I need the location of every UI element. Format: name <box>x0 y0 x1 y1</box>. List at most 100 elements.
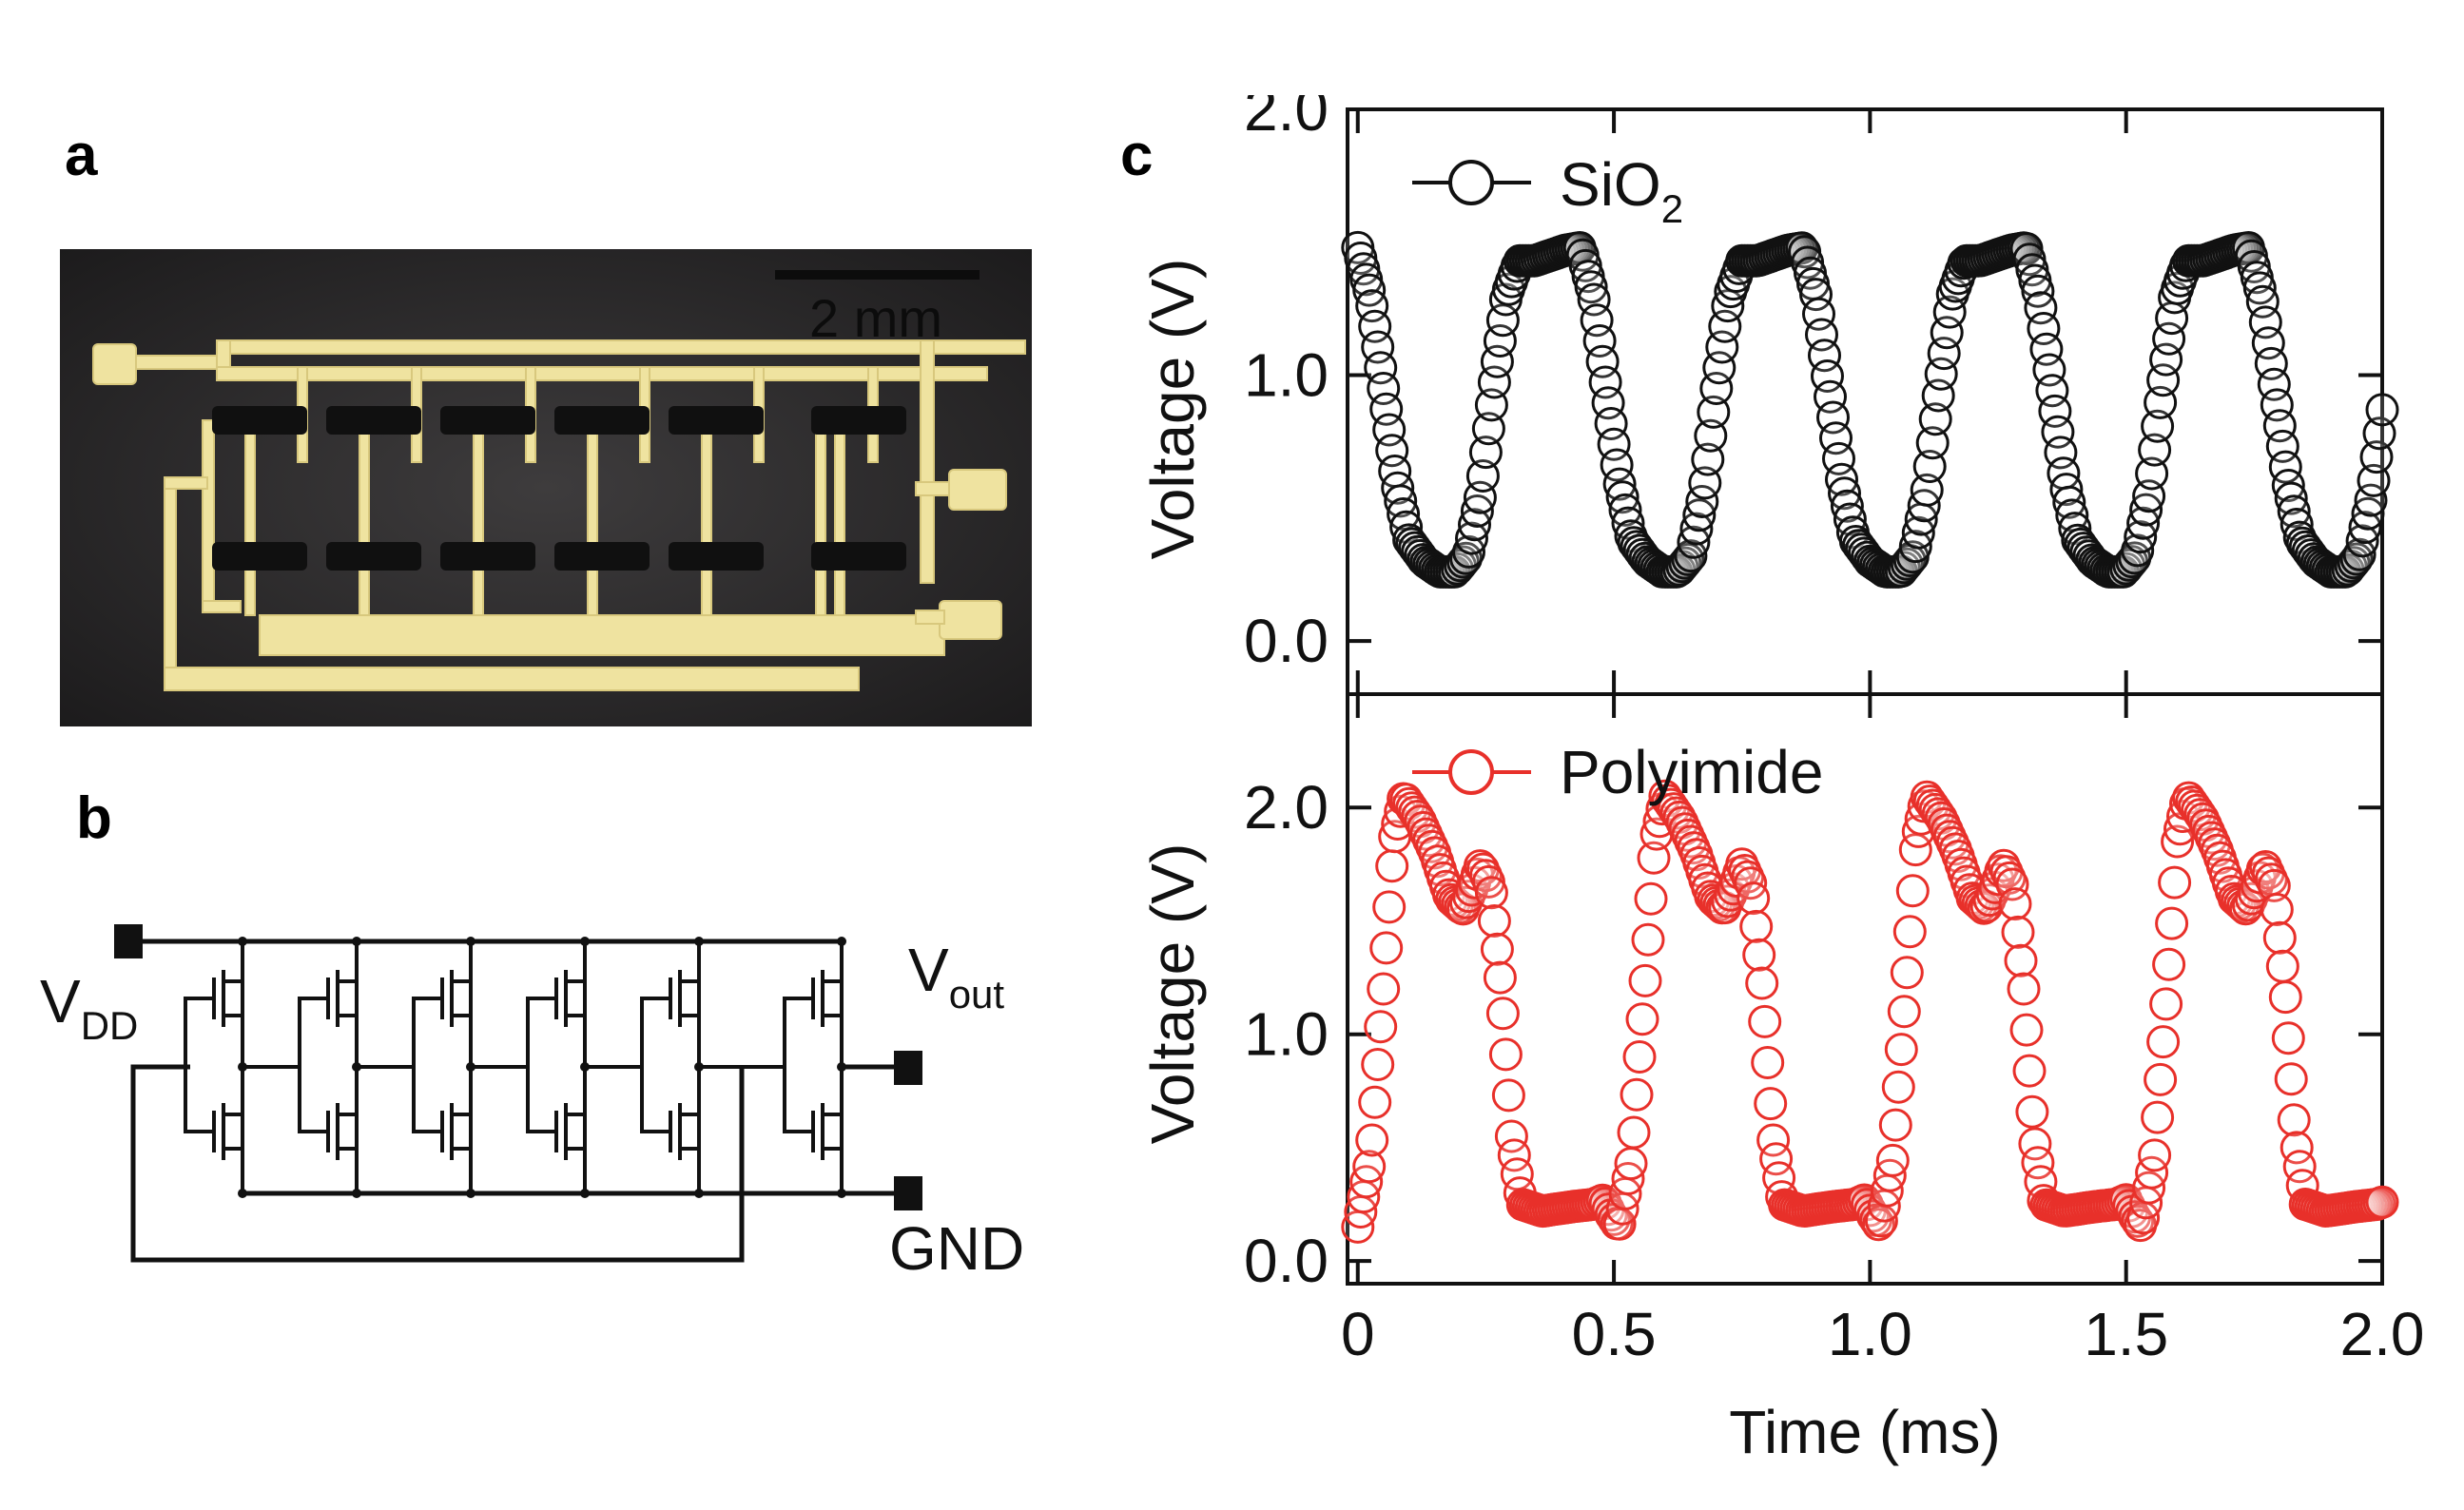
sio2-data-point <box>2271 469 2305 502</box>
polyimide-data-point <box>2262 920 2297 955</box>
legend-label-sio2: SiO2 <box>1560 150 1683 231</box>
polyimide-data-point <box>1890 956 1924 990</box>
sio2-data-point <box>1471 412 1505 446</box>
polyimide-data-point <box>1742 938 1776 972</box>
y-tick-label-top: 1.0 <box>1244 341 1329 410</box>
sio2-data-point <box>1912 450 1947 483</box>
y-tick-label-top: 0.0 <box>1244 607 1329 675</box>
polyimide-data-point <box>1634 881 1668 916</box>
polyimide-data-point <box>2274 1062 2308 1096</box>
legend-polyimide: Polyimide <box>1412 738 1823 806</box>
x-tick-label: 0.5 <box>1572 1300 1657 1368</box>
polyimide-data-point <box>1375 849 1409 883</box>
polyimide-data-point <box>1367 972 1401 1006</box>
sio2-data-point <box>1915 426 1950 460</box>
polyimide-data-point <box>1480 932 1514 966</box>
polyimide-data-point <box>2265 949 2299 983</box>
polyimide-data-point <box>1622 1040 1657 1074</box>
y-tick-label-top: 2.0 <box>1244 95 1329 144</box>
y-tick-label-bottom: 0.0 <box>1244 1227 1329 1295</box>
polyimide-data-point <box>2012 1054 2047 1088</box>
polyimide-data-point <box>1491 1078 1525 1113</box>
polyimide-data-point <box>1754 1087 1788 1121</box>
polyimide-data-point <box>1895 874 1930 908</box>
sio2-data-point <box>2351 496 2385 531</box>
inverter-stage <box>184 937 300 1198</box>
polyimide-data-point <box>2155 906 2189 940</box>
polyimide-data-point <box>1364 1010 1398 1044</box>
polyimide-data-point <box>1361 1048 1395 1081</box>
polyimide-data-point <box>2152 947 2186 981</box>
voltage-time-plots: 0 0.5 1.0 1.5 2.0 0.0 1.0 2.0 0.0 1.0 2.0 SiO2 Pol… <box>1138 95 2424 1466</box>
sio2-data-point <box>1574 270 1608 304</box>
sio2-data-point <box>1465 459 1500 493</box>
polyimide-data-point <box>1637 841 1671 875</box>
polyimide-data-point <box>1751 1046 1785 1079</box>
sio2-data-point <box>1691 442 1725 476</box>
y-tick-label-bottom: 1.0 <box>1244 1000 1329 1069</box>
polyimide-data-point <box>2009 1013 2044 1047</box>
y-axis-label-bottom: Voltage (V) <box>1138 843 1207 1145</box>
sio2-data-point <box>1387 497 1421 531</box>
polyimide-data-point <box>1614 1147 1648 1181</box>
tick-labels: 0 0.5 1.0 1.5 2.0 0.0 1.0 2.0 0.0 1.0 2.0 <box>1244 95 2424 1368</box>
sio2-data-point <box>1910 473 1944 507</box>
polyimide-data-point <box>2158 865 2192 900</box>
sio2-data-point <box>1828 476 1861 511</box>
vdd-terminal <box>114 924 143 958</box>
inverter-stage <box>412 937 528 1198</box>
panel-label-c: c <box>1120 123 1154 188</box>
y-tick-label-bottom: 2.0 <box>1244 773 1329 842</box>
legend-marker-polyimide <box>1448 749 1494 795</box>
polyimide-data-point <box>1631 922 1665 957</box>
vout-terminal <box>894 1051 922 1085</box>
polyimide-data-point <box>1625 1002 1659 1036</box>
schematic-wires <box>128 939 913 1263</box>
sio2-data-point <box>1608 493 1642 527</box>
sio2-data-point <box>1605 480 1639 514</box>
polyimide-data-point <box>2138 1138 2172 1172</box>
x-tick-label: 0 <box>1341 1300 1375 1368</box>
series-sio2-markers <box>1341 230 2399 589</box>
sio2-data-point <box>2359 440 2394 474</box>
gold-electrodes <box>92 339 1026 691</box>
x-tick-label: 1.0 <box>1828 1300 1912 1368</box>
sio2-data-point <box>2135 456 2169 491</box>
polyimide-data-point <box>1875 1143 1910 1177</box>
sio2-data-point <box>2126 506 2161 540</box>
sio2-data-point <box>1468 436 1503 470</box>
sio2-data-point <box>2052 485 2086 519</box>
inverter-stage <box>640 937 785 1198</box>
polyimide-data-point <box>2001 915 2035 949</box>
polyimide-data-point <box>2141 1100 2175 1134</box>
sio2-data-point <box>2138 433 2172 467</box>
polyimide-data-point <box>1739 909 1774 943</box>
transistor-channels <box>212 406 906 571</box>
vout-label: Vout <box>908 936 1004 1016</box>
series-polyimide-markers <box>1341 779 2399 1244</box>
inverter-stage <box>783 937 846 1198</box>
sio2-data-point <box>2357 463 2391 497</box>
axis-ticks <box>1348 107 2384 1284</box>
sio2-data-point <box>1830 489 1864 523</box>
sio2-data-point <box>1677 525 1711 559</box>
x-tick-label: 1.5 <box>2084 1300 2168 1368</box>
sio2-data-point <box>1697 395 1731 429</box>
polyimide-data-point <box>1748 1004 1782 1038</box>
polyimide-data-point <box>1352 1150 1387 1184</box>
sio2-data-point <box>2362 416 2396 451</box>
polyimide-data-point <box>1358 1085 1392 1119</box>
gnd-terminal <box>894 1176 922 1210</box>
sio2-data-point <box>2049 473 2084 507</box>
sio2-data-point <box>2274 481 2308 515</box>
polyimide-data-point <box>2146 1025 2181 1059</box>
legend-label-polyimide: Polyimide <box>1560 738 1823 806</box>
polyimide-data-point <box>1485 997 1520 1031</box>
sio2-data-point <box>2277 494 2311 529</box>
y-axis-label-top: Voltage (V) <box>1138 259 1207 560</box>
polyimide-data-point <box>2277 1103 2311 1137</box>
legend-sio2: SiO2 <box>1412 150 1683 231</box>
polyimide-data-point <box>1617 1115 1651 1150</box>
polyimide-data-point <box>2149 987 2183 1021</box>
x-tick-label: 2.0 <box>2340 1300 2425 1368</box>
